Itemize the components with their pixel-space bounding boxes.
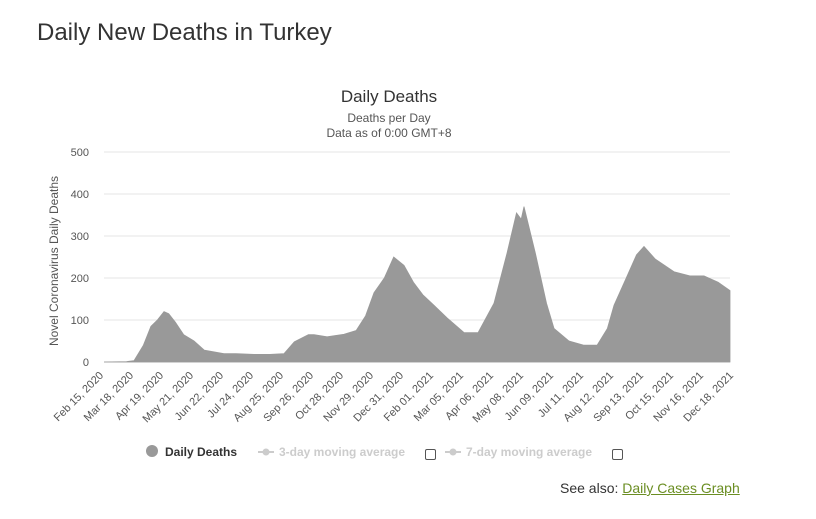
legend-item-3-day-moving-average[interactable]: 3-day moving average (258, 445, 405, 459)
y-tick-label-400: 400 (71, 189, 89, 201)
series-area (103, 206, 731, 363)
daily-cases-graph-link[interactable]: Daily Cases Graph (622, 480, 740, 496)
chart-subtitle-2: Data as of 0:00 GMT+8 (326, 126, 451, 140)
legend-marker-3-day (262, 448, 270, 456)
see-also-prefix: See also: (560, 480, 619, 496)
legend-label-daily-deaths: Daily Deaths (165, 445, 237, 459)
y-tick-label-500: 500 (71, 147, 89, 159)
y-tick-label-300: 300 (71, 231, 89, 243)
chart-subtitle-1: Deaths per Day (347, 111, 430, 125)
see-also: See also: Daily Cases Graph (560, 480, 740, 496)
legend-label-3-day: 3-day moving average (279, 445, 405, 459)
y-axis-ticks: 0 100 200 300 400 500 (71, 147, 89, 369)
legend-marker-daily-deaths (146, 445, 158, 457)
chart-title: Daily Deaths (341, 87, 437, 106)
legend-item-daily-deaths[interactable]: Daily Deaths (146, 445, 237, 459)
legend-marker-7-day (449, 448, 457, 456)
legend-label-7-day: 7-day moving average (466, 445, 592, 459)
y-tick-label-200: 200 (71, 273, 89, 285)
y-tick-label-100: 100 (71, 315, 89, 327)
series-area-daily-deaths (103, 206, 731, 363)
y-axis-label: Novel Coronavirus Daily Deaths (47, 176, 61, 346)
y-tick-label-0: 0 (83, 357, 89, 369)
legend-item-7-day-moving-average[interactable]: 7-day moving average (445, 445, 592, 459)
checkbox-7-day-moving-average[interactable] (612, 449, 623, 460)
page-title: Daily New Deaths in Turkey (37, 19, 332, 46)
checkbox-3-day-moving-average[interactable] (425, 449, 436, 460)
legend: Daily Deaths 3-day moving average 7-day … (146, 445, 592, 459)
